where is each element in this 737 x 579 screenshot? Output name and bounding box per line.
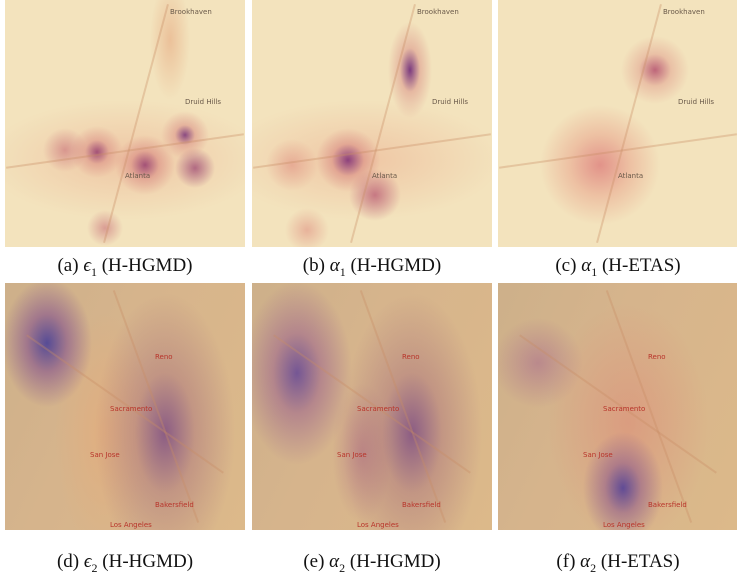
map-label: Brookhaven bbox=[417, 8, 459, 16]
caption: (a) ϵ1 (H-HGMD) bbox=[5, 255, 245, 280]
caption-method: (H-HGMD) bbox=[350, 255, 441, 276]
map-label: Sacramento bbox=[110, 405, 152, 413]
caption-label: (d) bbox=[57, 551, 79, 572]
caption-subscript: 1 bbox=[340, 265, 346, 279]
map-label: Reno bbox=[155, 353, 173, 361]
map-label: San Jose bbox=[583, 451, 613, 459]
map-label: Atlanta bbox=[125, 172, 150, 180]
caption-subscript: 2 bbox=[92, 561, 98, 575]
caption: (f) α2 (H-ETAS) bbox=[498, 551, 737, 576]
map-label: Reno bbox=[648, 353, 666, 361]
map-label: San Jose bbox=[337, 451, 367, 459]
map-label: Bakersfield bbox=[648, 501, 687, 509]
caption-subscript: 1 bbox=[91, 265, 97, 279]
caption-label: (c) bbox=[555, 255, 576, 276]
map-label: Los Angeles bbox=[110, 521, 152, 529]
caption-label: (a) bbox=[57, 255, 78, 276]
map-label: Druid Hills bbox=[185, 98, 221, 106]
map-label: Los Angeles bbox=[603, 521, 645, 529]
road bbox=[519, 334, 717, 473]
caption-method: (H-HGMD) bbox=[102, 551, 193, 572]
caption-symbol: ϵ bbox=[83, 255, 91, 276]
caption-symbol: α bbox=[581, 255, 591, 276]
map-panel: Reno Sacramento San Jose Bakersfield Los Ang… bbox=[498, 283, 737, 530]
caption-subscript: 2 bbox=[339, 561, 345, 575]
caption-subscript: 2 bbox=[590, 561, 596, 575]
caption: (c) α1 (H-ETAS) bbox=[498, 255, 737, 280]
map-panel: Reno Sacramento San Jose Bakersfield Los Ang… bbox=[252, 283, 492, 530]
caption-label: (b) bbox=[303, 255, 325, 276]
map-label: Los Angeles bbox=[357, 521, 399, 529]
caption-symbol: α bbox=[329, 551, 339, 572]
road bbox=[103, 4, 169, 243]
map-label: Brookhaven bbox=[170, 8, 212, 16]
caption: (e) α2 (H-HGMD) bbox=[252, 551, 492, 576]
map-panel: Brookhaven Druid Hills Atlanta bbox=[5, 0, 245, 247]
map-label: Sacramento bbox=[603, 405, 645, 413]
road bbox=[273, 334, 471, 473]
caption-method: (H-HGMD) bbox=[102, 255, 193, 276]
road bbox=[26, 334, 224, 473]
caption-subscript: 1 bbox=[591, 265, 597, 279]
map-label: Atlanta bbox=[372, 172, 397, 180]
caption-symbol: ϵ bbox=[84, 551, 92, 572]
caption-method: (H-ETAS) bbox=[602, 255, 681, 276]
caption: (d) ϵ2 (H-HGMD) bbox=[5, 551, 245, 576]
map-label: Druid Hills bbox=[432, 98, 468, 106]
road bbox=[596, 4, 662, 243]
caption-label: (f) bbox=[556, 551, 575, 572]
figure: Brookhaven Druid Hills Atlanta Brookhaven D… bbox=[0, 0, 737, 579]
map-label: Atlanta bbox=[618, 172, 643, 180]
map-label: Reno bbox=[402, 353, 420, 361]
map-label: Bakersfield bbox=[155, 501, 194, 509]
map-label: Brookhaven bbox=[663, 8, 705, 16]
caption-symbol: α bbox=[330, 255, 340, 276]
caption-symbol: α bbox=[580, 551, 590, 572]
caption-method: (H-HGMD) bbox=[350, 551, 441, 572]
map-panel: Reno Sacramento San Jose Bakersfield Los Ang… bbox=[5, 283, 245, 530]
map-panel: Brookhaven Druid Hills Atlanta bbox=[498, 0, 737, 247]
map-label: Sacramento bbox=[357, 405, 399, 413]
map-label: Bakersfield bbox=[402, 501, 441, 509]
road bbox=[350, 4, 416, 243]
map-label: San Jose bbox=[90, 451, 120, 459]
caption: (b) α1 (H-HGMD) bbox=[252, 255, 492, 280]
caption-method: (H-ETAS) bbox=[601, 551, 680, 572]
caption-label: (e) bbox=[303, 551, 324, 572]
map-panel: Brookhaven Druid Hills Atlanta bbox=[252, 0, 492, 247]
map-label: Druid Hills bbox=[678, 98, 714, 106]
